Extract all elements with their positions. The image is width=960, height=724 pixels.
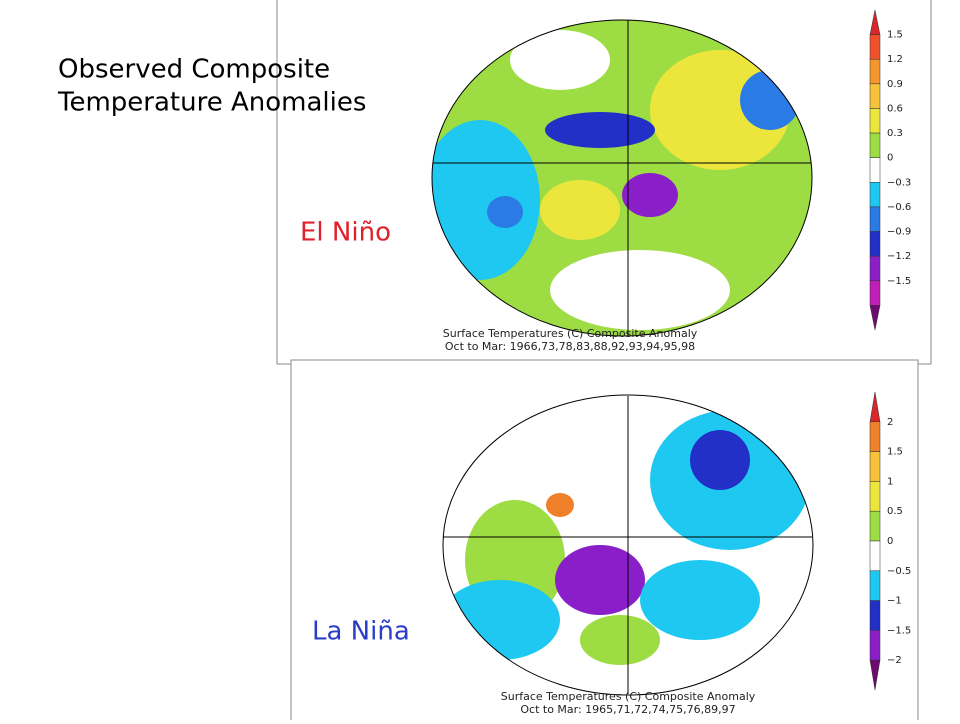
colorbar-label: 0.6 <box>887 103 903 114</box>
map <box>443 395 813 695</box>
colorbar-label: −0.6 <box>887 202 911 213</box>
colorbar-label: −1 <box>887 596 902 607</box>
colorbar-label: −0.9 <box>887 227 911 238</box>
colorbar-label: −1.2 <box>887 251 911 262</box>
colorbar-segment <box>869 600 881 631</box>
map <box>432 20 812 336</box>
colorbar-arrow <box>869 305 881 331</box>
colorbar-segment <box>869 58 881 85</box>
colorbar-segment <box>869 108 881 134</box>
title: Observed Composite <box>58 55 330 85</box>
colorbar-segment <box>869 630 881 661</box>
caption: Oct to Mar: 1965,71,72,74,75,76,89,97 <box>520 703 735 716</box>
colorbar-label: 1 <box>887 476 893 487</box>
panel-label: El Niño <box>300 218 391 248</box>
colorbar-label: 1.5 <box>887 30 903 41</box>
colorbar-label: 1.5 <box>887 447 903 458</box>
colorbar-label: 1.2 <box>887 54 903 65</box>
colorbar-label: 2 <box>887 417 893 428</box>
colorbar-label: −1.5 <box>887 276 911 287</box>
caption: Surface Temperatures (C) Composite Anoma… <box>501 690 756 703</box>
colorbar-segment <box>869 231 881 257</box>
colorbar-segment <box>869 540 881 572</box>
colorbar-segment <box>869 451 881 482</box>
colorbar-segment <box>869 481 881 512</box>
colorbar-segment <box>869 83 881 109</box>
colorbar-label: −2 <box>887 655 902 666</box>
colorbar-label: 0 <box>887 153 893 164</box>
colorbar-segment <box>869 132 881 158</box>
caption: Oct to Mar: 1966,73,78,83,88,92,93,94,95… <box>445 340 695 353</box>
caption: Surface Temperatures (C) Composite Anoma… <box>443 327 698 340</box>
colorbar-segment <box>869 182 881 208</box>
map-outline <box>431 19 813 337</box>
colorbar-segment <box>869 570 881 601</box>
colorbar-segment <box>869 255 881 282</box>
colorbar-segment <box>869 280 881 306</box>
colorbar-label: 0.5 <box>887 506 903 517</box>
colorbar-segment <box>869 206 881 232</box>
map-outline <box>442 394 814 696</box>
panel-label: La Niña <box>312 617 410 647</box>
colorbar-label: −1.5 <box>887 625 911 636</box>
colorbar-arrow <box>869 659 881 691</box>
colorbar-label: 0.3 <box>887 128 903 139</box>
title: Temperature Anomalies <box>57 88 366 118</box>
colorbar-segment <box>869 34 881 60</box>
colorbar-label: 0.9 <box>887 79 903 90</box>
colorbar-segment <box>869 421 881 452</box>
colorbar-segment <box>869 157 881 183</box>
colorbar-segment <box>869 510 881 542</box>
colorbar-label: −0.3 <box>887 177 911 188</box>
colorbar-label: −0.5 <box>887 566 911 577</box>
colorbar-label: 0 <box>887 536 893 547</box>
